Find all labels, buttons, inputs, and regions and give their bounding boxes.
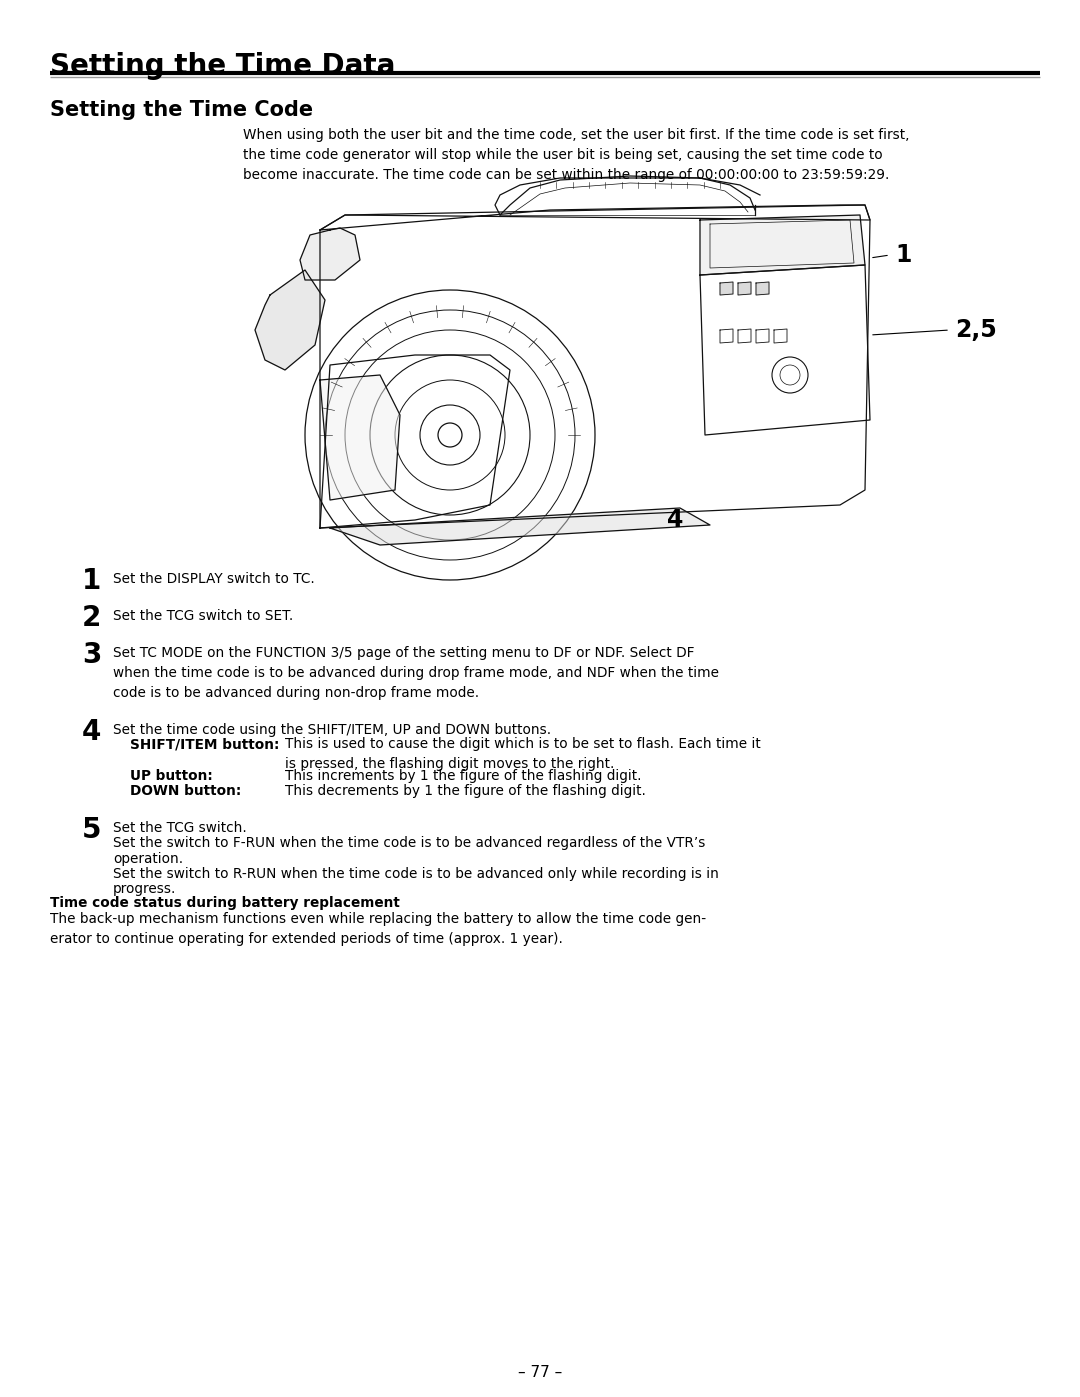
Text: operation.: operation. [113,852,184,866]
Text: The back-up mechanism functions even while replacing the battery to allow the ti: The back-up mechanism functions even whi… [50,912,706,946]
Polygon shape [756,282,769,295]
Text: 1: 1 [82,567,102,595]
Polygon shape [320,374,400,500]
Polygon shape [738,282,751,295]
Text: Set the time code using the SHIFT/ITEM, UP and DOWN buttons.: Set the time code using the SHIFT/ITEM, … [113,724,551,738]
Text: This is used to cause the digit which is to be set to flash. Each time it
is pre: This is used to cause the digit which is… [285,738,760,771]
Text: When using both the user bit and the time code, set the user bit first. If the t: When using both the user bit and the tim… [243,129,909,182]
Text: – 77 –: – 77 – [518,1365,562,1380]
Polygon shape [300,228,360,279]
Text: Set TC MODE on the FUNCTION 3/5 page of the setting menu to DF or NDF. Select DF: Set TC MODE on the FUNCTION 3/5 page of … [113,645,719,700]
Text: 5: 5 [82,816,102,844]
Text: This decrements by 1 the figure of the flashing digit.: This decrements by 1 the figure of the f… [285,784,646,798]
Text: Set the switch to R-RUN when the time code is to be advanced only while recordin: Set the switch to R-RUN when the time co… [113,868,719,882]
Text: Set the TCG switch to SET.: Set the TCG switch to SET. [113,609,294,623]
Text: Setting the Time Data: Setting the Time Data [50,52,395,80]
Text: This increments by 1 the figure of the flashing digit.: This increments by 1 the figure of the f… [285,768,642,782]
Text: 1: 1 [895,243,912,267]
Text: Setting the Time Code: Setting the Time Code [50,101,313,120]
Text: SHIFT/ITEM button:: SHIFT/ITEM button: [130,738,280,752]
Text: progress.: progress. [113,883,176,897]
Polygon shape [255,270,325,370]
Polygon shape [330,509,710,545]
Text: UP button:: UP button: [130,768,213,782]
Text: 3: 3 [82,641,102,669]
Polygon shape [720,282,733,295]
Text: Set the switch to F-RUN when the time code is to be advanced regardless of the V: Set the switch to F-RUN when the time co… [113,835,705,849]
Text: Set the TCG switch.: Set the TCG switch. [113,821,246,835]
Text: 2,5: 2,5 [955,319,997,342]
Polygon shape [700,215,865,275]
Text: Set the DISPLAY switch to TC.: Set the DISPLAY switch to TC. [113,571,314,585]
Text: 4: 4 [82,718,102,746]
Text: Time code status during battery replacement: Time code status during battery replacem… [50,895,400,909]
Text: 2: 2 [82,604,102,631]
Text: DOWN button:: DOWN button: [130,784,241,798]
Text: 4: 4 [666,509,684,532]
